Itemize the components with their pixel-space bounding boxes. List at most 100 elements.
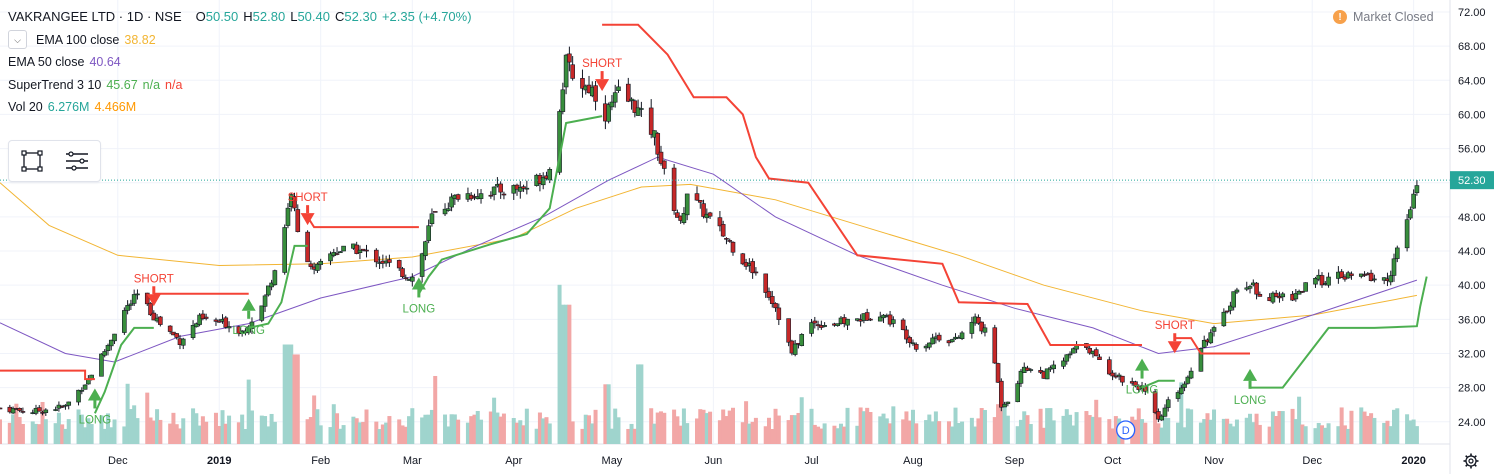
volume-bar bbox=[60, 424, 65, 444]
volume-bar bbox=[449, 414, 454, 444]
chevron-down-icon[interactable]: ⌵ bbox=[8, 30, 27, 50]
candle-body bbox=[616, 86, 621, 91]
price-axis[interactable]: 72.0068.0064.0060.0056.0052.0048.0044.00… bbox=[1449, 0, 1494, 474]
volume-bar bbox=[1038, 408, 1043, 444]
gear-icon-tooth bbox=[1465, 463, 1469, 467]
candle-body bbox=[1326, 276, 1331, 286]
candle-body bbox=[1368, 272, 1374, 281]
candle-body bbox=[1156, 411, 1161, 420]
candle-body bbox=[900, 319, 906, 330]
lines-menu-icon[interactable] bbox=[54, 141, 99, 181]
candle-body bbox=[151, 312, 157, 321]
volume-bar bbox=[950, 426, 955, 444]
volume-bar bbox=[773, 408, 778, 444]
volume-bar bbox=[312, 395, 317, 444]
volume-bar bbox=[1015, 426, 1020, 444]
candle-body bbox=[697, 200, 703, 203]
candle-body bbox=[606, 104, 611, 122]
dividend-marker[interactable]: D bbox=[1116, 420, 1136, 440]
volume-bar bbox=[465, 422, 470, 444]
price-tick-label: 64.00 bbox=[1458, 75, 1486, 87]
candle-body bbox=[524, 187, 530, 190]
market-status-label: Market Closed bbox=[1353, 10, 1434, 24]
volume-bar bbox=[861, 411, 866, 444]
gear-icon[interactable] bbox=[1463, 453, 1479, 469]
volume-bar bbox=[1277, 411, 1282, 444]
volume-bar bbox=[423, 414, 428, 444]
volume-bar bbox=[308, 417, 313, 444]
volume-bar bbox=[1290, 408, 1295, 444]
candle-body bbox=[999, 380, 1004, 408]
short-arrow-stem bbox=[306, 205, 310, 214]
volume-bar bbox=[570, 421, 575, 444]
indicator-value: n/a bbox=[142, 77, 161, 92]
symbol-title[interactable]: VAKRANGEE LTD · 1D · NSE bbox=[8, 9, 182, 24]
volume-bar bbox=[1179, 382, 1184, 444]
dividend-marker-icon bbox=[1116, 420, 1136, 440]
volume-bar bbox=[1270, 411, 1275, 444]
time-axis[interactable]: Dec 2019 Feb Mar Apr May Jun Jul Aug Sep Oct Nov Dec… bbox=[108, 455, 1426, 467]
candle-body bbox=[226, 326, 232, 329]
candle-body bbox=[174, 333, 180, 338]
volume-bar bbox=[1140, 419, 1145, 444]
candle-body bbox=[66, 401, 72, 406]
volume-bar bbox=[982, 410, 987, 444]
indicator-volume[interactable]: Vol 20 6.276M 4.466M bbox=[8, 96, 472, 119]
volume-bar bbox=[1414, 426, 1419, 444]
time-tick-label: May bbox=[602, 455, 623, 467]
volume-bar bbox=[1068, 414, 1073, 444]
supertrend-up-segment bbox=[248, 244, 308, 329]
long-arrow-stem bbox=[1248, 380, 1252, 389]
candle-body bbox=[315, 263, 320, 271]
candle-body bbox=[1093, 349, 1099, 357]
candle-body bbox=[982, 327, 988, 333]
volume-bar bbox=[776, 415, 781, 444]
rectangle-tool-icon[interactable] bbox=[9, 141, 54, 181]
candle-body bbox=[959, 332, 965, 339]
indicator-name: SuperTrend 3 10 bbox=[8, 77, 102, 92]
short-arrow-stem bbox=[1173, 333, 1177, 342]
volume-bar bbox=[272, 421, 277, 444]
volume-bar bbox=[626, 428, 631, 444]
long-arrow-stem bbox=[93, 400, 97, 409]
indicator-ema50[interactable]: EMA 50 close 40.64 bbox=[8, 51, 472, 74]
candle-body bbox=[400, 268, 405, 278]
candle-body bbox=[1280, 293, 1286, 298]
symbol-header: VAKRANGEE LTD · 1D · NSE O 50.50 H 52.80 L… bbox=[8, 6, 472, 29]
candle-body bbox=[776, 307, 782, 320]
long-signal-label: LONG bbox=[79, 414, 112, 426]
long-signal-label: LONG bbox=[1126, 385, 1159, 397]
volume-bar bbox=[580, 428, 585, 444]
candle-body bbox=[864, 312, 870, 321]
volume-bar bbox=[351, 416, 356, 444]
volume-bar bbox=[33, 423, 38, 444]
volume-bar bbox=[750, 421, 755, 444]
volume-bar bbox=[191, 408, 196, 444]
candle-body bbox=[684, 193, 690, 216]
indicator-ema100[interactable]: ⌵ EMA 100 close 38.82 bbox=[8, 29, 472, 52]
candle-body bbox=[43, 409, 49, 413]
volume-bar bbox=[289, 344, 294, 444]
candle-body bbox=[1394, 247, 1400, 259]
indicator-supertrend[interactable]: SuperTrend 3 10 45.67 n/a n/a bbox=[8, 74, 472, 97]
volume-bar bbox=[397, 419, 402, 444]
volume-bar bbox=[83, 427, 88, 444]
candle-body bbox=[194, 323, 199, 328]
volume-bar bbox=[1045, 408, 1050, 444]
candle-body bbox=[76, 389, 81, 403]
volume-bar bbox=[1198, 422, 1203, 444]
volume-bar bbox=[112, 419, 117, 444]
volume-bar bbox=[1205, 413, 1210, 444]
volume-bar bbox=[66, 419, 71, 444]
volume-bar bbox=[1028, 424, 1033, 444]
candle-body bbox=[295, 209, 301, 232]
volume-bar bbox=[374, 421, 379, 444]
candle-body bbox=[1061, 360, 1066, 367]
volume-bar bbox=[973, 426, 978, 444]
candle-body bbox=[766, 291, 772, 298]
volume-bar bbox=[884, 418, 889, 444]
candle-body bbox=[403, 277, 409, 279]
market-status[interactable]: ! Market Closed bbox=[1333, 10, 1434, 24]
volume-bar bbox=[547, 423, 552, 444]
